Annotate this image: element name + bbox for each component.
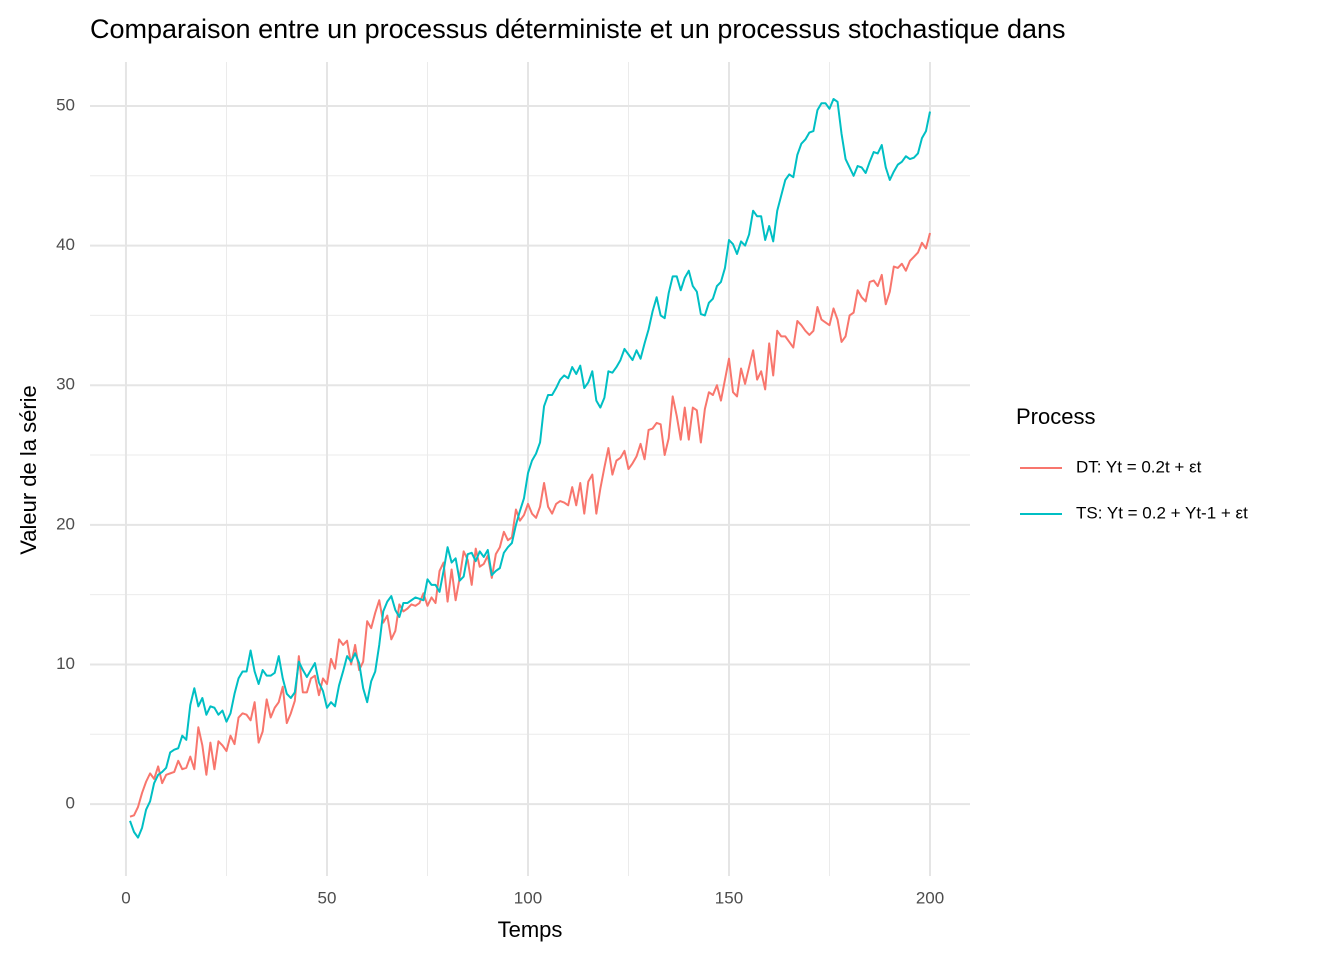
x-tick-label: 200 — [916, 888, 944, 907]
x-tick-label: 100 — [514, 888, 542, 907]
y-tick-label: 50 — [56, 95, 75, 114]
x-axis-label: Temps — [498, 917, 563, 942]
x-tick-label: 150 — [715, 888, 743, 907]
y-tick-label: 20 — [56, 514, 75, 533]
y-tick-label: 30 — [56, 375, 75, 394]
plot-area — [129, 98, 931, 839]
x-tick-label: 50 — [318, 888, 337, 907]
y-axis-label: Valeur de la série — [16, 385, 41, 555]
legend-label: DT: Yt = 0.2t + εt — [1076, 457, 1202, 476]
legend-label: TS: Yt = 0.2 + Yt-1 + εt — [1076, 503, 1248, 522]
y-tick-label: 40 — [56, 235, 75, 254]
chart-title: Comparaison entre un processus détermini… — [90, 14, 1066, 44]
y-tick-label: 10 — [56, 654, 75, 673]
x-tick-label: 0 — [121, 888, 130, 907]
data-line — [129, 232, 931, 818]
data-line — [129, 98, 931, 839]
grid — [90, 62, 970, 876]
y-tick-label: 0 — [66, 794, 75, 813]
legend-title: Process — [1016, 404, 1095, 429]
